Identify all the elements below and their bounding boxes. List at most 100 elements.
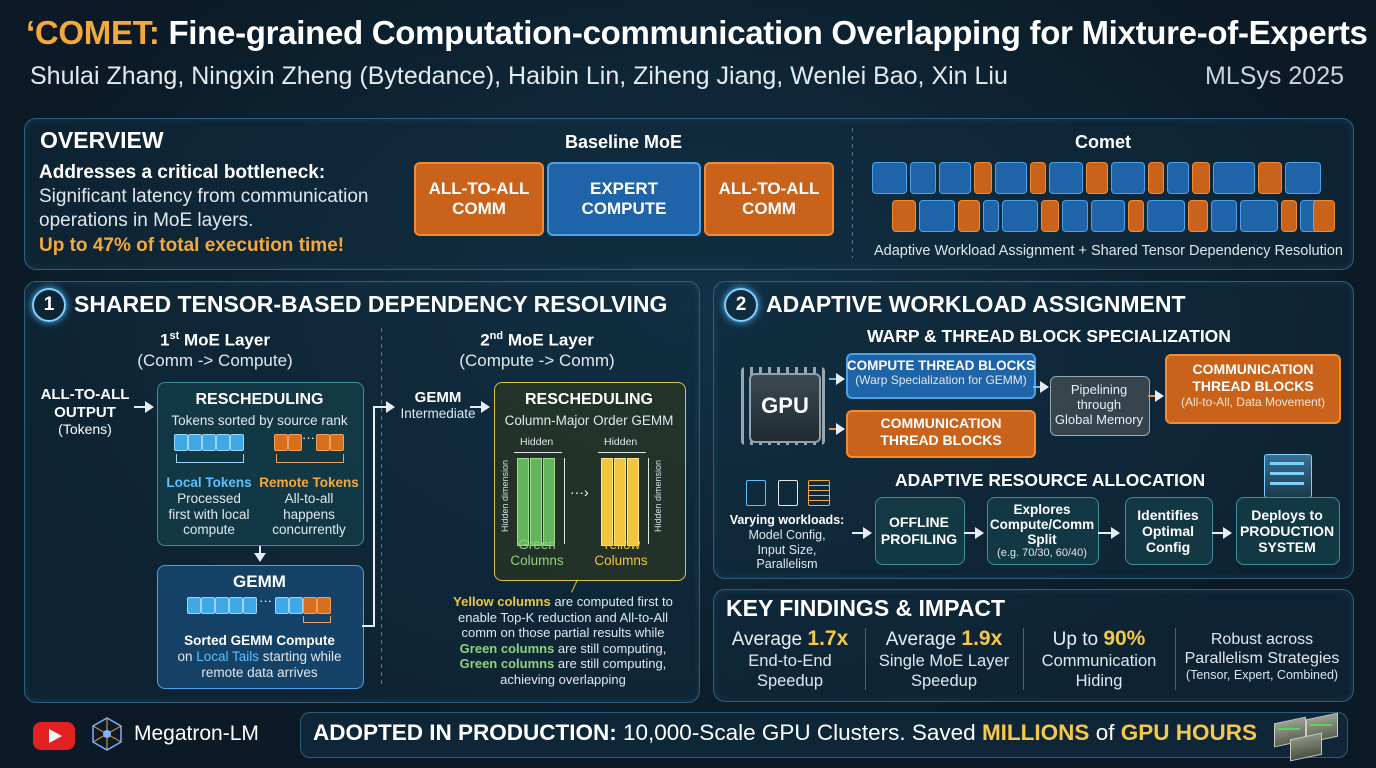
overview-divider <box>852 128 853 258</box>
token <box>201 597 215 614</box>
comet-cell <box>1002 200 1038 232</box>
deploy-l1: Deploys to <box>1251 507 1323 523</box>
arrow-gpu-comm <box>829 423 845 435</box>
resched1-title: RESCHEDULING <box>195 391 324 408</box>
hidden-label-green: Hidden <box>520 436 554 448</box>
comet-cell <box>1086 162 1108 194</box>
adopted-hl2: GPU HOURS <box>1120 720 1257 745</box>
pipe-line1: Pipelining <box>1070 382 1128 397</box>
connector-h1 <box>362 625 374 627</box>
doc-icon <box>746 480 766 506</box>
token <box>303 597 317 614</box>
comet-cell <box>1030 162 1046 194</box>
baseline-box-1-line2: COMM <box>452 199 506 218</box>
baseline-a2a-box-2: ALL-TO-ALL COMM <box>704 162 834 236</box>
baseline-box-3-line1: ALL-TO-ALL <box>718 178 820 198</box>
overview-desc-1: Significant latency from communication <box>39 186 369 207</box>
column-note: Yellow columns are computed first to ena… <box>436 594 690 688</box>
gemm-line3: remote data arrives <box>201 664 318 680</box>
token <box>243 597 257 614</box>
robust-l3: (Tensor, Expert, Combined) <box>1185 668 1339 683</box>
comet-cell <box>1192 162 1210 194</box>
server-icon <box>808 480 830 506</box>
explore-box <box>987 497 1099 565</box>
baseline-box-2-line2: COMPUTE <box>581 199 667 218</box>
finding-2-l2: Single MoE Layer <box>878 651 1010 670</box>
gemm-bracket <box>303 616 331 623</box>
note-yellow: Yellow columns <box>453 594 551 609</box>
offline-box <box>875 497 965 565</box>
comet-cell <box>1240 200 1278 232</box>
hidden-arrow-yellow <box>598 452 646 453</box>
finding-3-l3: Hiding <box>1075 671 1123 690</box>
layer2-label: MoE Layer <box>503 330 594 350</box>
baseline-box-3-line2: COMM <box>742 199 796 218</box>
ident-l2: Optimal <box>1141 523 1195 540</box>
finding-1-l3: Speedup <box>756 671 824 690</box>
explore-text: Explores Compute/Comm Split (e.g. 70/30,… <box>987 502 1097 560</box>
arrow-ident-deploy <box>1212 527 1232 539</box>
deploy-text: Deploys to PRODUCTION SYSTEM <box>1236 507 1338 555</box>
baseline-title: Baseline MoE <box>565 132 683 152</box>
compute-tb-sub: (Warp Specialization for GEMM) <box>855 372 1027 387</box>
gemm-line2: on Local Tails starting while <box>157 649 362 665</box>
token <box>216 434 230 451</box>
baseline-expert-box: EXPERT COMPUTE <box>547 162 701 236</box>
compute-tb-box <box>846 353 1036 399</box>
note-l5: are still computing, <box>554 656 667 672</box>
comet-cell <box>919 200 955 232</box>
col-ellipsis: ···› <box>570 484 589 500</box>
layer1-num: 1 <box>160 330 170 350</box>
megatron-network-icon <box>90 716 124 752</box>
pipe-line3: Global Memory <box>1054 411 1144 427</box>
gemm-line1: Sorted GEMM Compute <box>184 633 335 648</box>
explore-l2: Compute/Comm <box>989 517 1095 533</box>
hidden-dim-yellow: Hidden dimension <box>653 460 663 533</box>
vdim-arrow-yellow <box>648 458 649 544</box>
vary-title: Varying workloads: <box>729 513 845 527</box>
explore-l3: Split <box>1027 532 1057 548</box>
finding-2-l3: Speedup <box>910 671 978 690</box>
yellow-column <box>614 458 626 546</box>
a2a-line3: (Tokens) <box>58 421 112 438</box>
youtube-icon[interactable] <box>33 722 75 750</box>
local-title: Local Tokens <box>166 475 252 490</box>
explore-l4: (e.g. 70/30, 60/40) <box>997 547 1087 560</box>
comet-cell <box>1091 200 1125 232</box>
finding-3-pre: Up to <box>1052 629 1104 650</box>
layer1-sub: (Comm -> Compute) <box>137 351 293 370</box>
section2-number: 2 <box>724 288 758 322</box>
megatron-label: Megatron-LM <box>134 722 259 745</box>
compute-tb-title: COMPUTE THREAD BLOCKS <box>846 358 1036 373</box>
comm-tb2-box <box>1165 354 1341 424</box>
layer2-title: 2nd MoE Layer <box>437 330 637 351</box>
section2-title: ADAPTIVE WORKLOAD ASSIGNMENT <box>766 291 1186 317</box>
comm-tb-line2: THREAD BLOCKS <box>880 431 1002 448</box>
local-line1: Processed <box>177 490 241 506</box>
hidden-dim-green: Hidden dimension <box>500 460 510 533</box>
local-line2: first with local <box>168 506 250 522</box>
comet-cell <box>1167 162 1189 194</box>
green-label: Green Columns <box>505 537 569 569</box>
arrow-explore-ident <box>1098 527 1120 539</box>
token <box>174 434 188 451</box>
finding-2-value: 1.9x <box>961 627 1003 650</box>
ident-l3: Config <box>1145 539 1191 556</box>
local-tokens-text: Local Tokens Processed first with local … <box>160 475 258 538</box>
comet-cell <box>958 200 980 232</box>
gemm-tokens-row: ··· <box>187 593 337 615</box>
comet-cell <box>1211 200 1237 232</box>
arrow-gemm-int-resched <box>470 401 490 413</box>
note-green-2: Green columns <box>459 656 555 672</box>
comm-tb-box <box>846 410 1036 458</box>
finding-divider-2 <box>1023 628 1024 690</box>
adopted-of: of <box>1089 720 1121 745</box>
baseline-box-1-line1: ALL-TO-ALL <box>428 178 530 198</box>
remote-line2: happens <box>283 506 335 522</box>
a2a-line1: ALL-TO-ALL <box>40 386 130 403</box>
finding-1-value: 1.7x <box>807 627 849 650</box>
gpu-cluster-icon <box>1270 706 1342 762</box>
comet-cell <box>995 162 1027 194</box>
yellow-column <box>601 458 613 546</box>
green-column <box>530 458 542 546</box>
